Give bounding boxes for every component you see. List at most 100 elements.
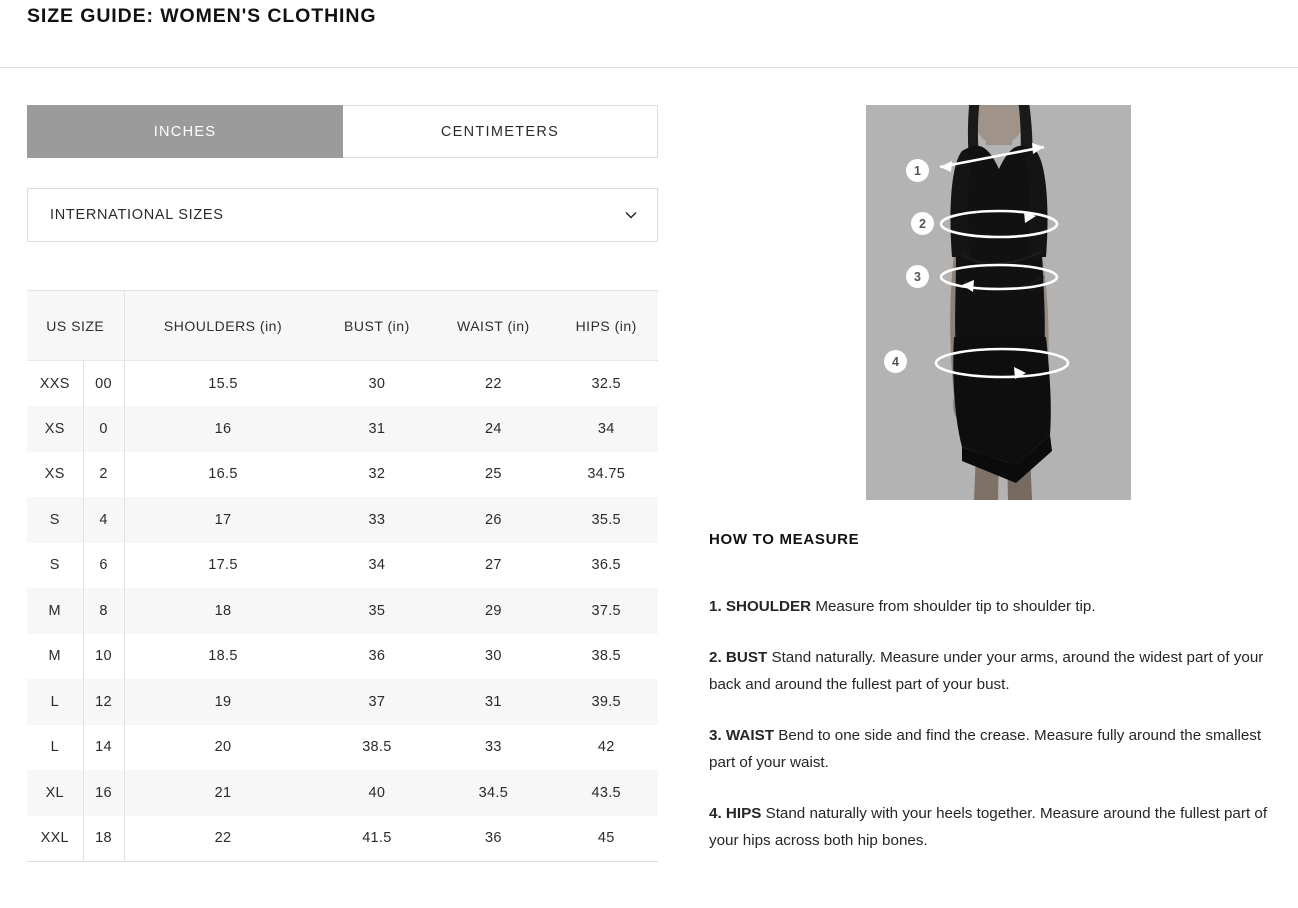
size-letter: XS bbox=[27, 451, 84, 497]
size-letter: M bbox=[27, 633, 84, 679]
size-number: 6 bbox=[83, 542, 125, 588]
cell-shoulders: 16 bbox=[124, 406, 322, 452]
table-body: XXS 00 15.5 30 22 32.5 XS 0 16 31 24 34 XS 2 16.5 32 25 3… bbox=[27, 360, 658, 862]
cell-hips: 45 bbox=[554, 815, 658, 862]
col-header-shoulders: SHOULDERS (in) bbox=[124, 290, 322, 361]
size-letter: XXS bbox=[27, 360, 84, 406]
cell-shoulders: 22 bbox=[124, 815, 322, 862]
measure-badge-bust: 2 bbox=[911, 212, 934, 235]
col-header-waist: WAIST (in) bbox=[432, 290, 555, 361]
how-to-measure-item: 4. HIPS Stand naturally with your heels … bbox=[709, 800, 1277, 854]
size-number: 4 bbox=[83, 497, 125, 543]
size-number: 2 bbox=[83, 451, 125, 497]
table-row: XXS 00 15.5 30 22 32.5 bbox=[27, 360, 658, 406]
col-header-hips: HIPS (in) bbox=[554, 290, 658, 361]
cell-shoulders: 17.5 bbox=[124, 542, 322, 588]
measure-badge-waist: 3 bbox=[906, 265, 929, 288]
cell-waist: 29 bbox=[432, 588, 555, 634]
size-letter: L bbox=[27, 679, 84, 725]
chevron-down-icon bbox=[623, 207, 639, 223]
table-row: M 8 18 35 29 37.5 bbox=[27, 588, 658, 634]
size-number: 10 bbox=[83, 633, 125, 679]
how-to-measure-item-text: Stand naturally. Measure under your arms… bbox=[709, 649, 1264, 694]
title-divider bbox=[0, 67, 1298, 68]
cell-bust: 41.5 bbox=[321, 815, 433, 862]
size-letter: XXL bbox=[27, 815, 84, 862]
cell-waist: 31 bbox=[432, 679, 555, 725]
table-row: S 4 17 33 26 35.5 bbox=[27, 497, 658, 543]
cell-shoulders: 20 bbox=[124, 724, 322, 770]
measure-badge-hips: 4 bbox=[884, 350, 907, 373]
table-row: L 12 19 37 31 39.5 bbox=[27, 679, 658, 725]
cell-shoulders: 19 bbox=[124, 679, 322, 725]
table-header: US SIZE SHOULDERS (in) BUST (in) WAIST (… bbox=[27, 290, 658, 361]
how-to-measure-item-text: Bend to one side and find the crease. Me… bbox=[709, 727, 1262, 772]
table-row: L 14 20 38.5 33 42 bbox=[27, 724, 658, 770]
cell-waist: 26 bbox=[432, 497, 555, 543]
cell-waist: 24 bbox=[432, 406, 555, 452]
page-title: SIZE GUIDE: WOMEN'S CLOTHING bbox=[27, 5, 377, 27]
cell-bust: 40 bbox=[321, 770, 433, 816]
cell-hips: 39.5 bbox=[554, 679, 658, 725]
cell-waist: 34.5 bbox=[432, 770, 555, 816]
cell-waist: 36 bbox=[432, 815, 555, 862]
size-number: 16 bbox=[83, 770, 125, 816]
unit-tabs: INCHES CENTIMETERS bbox=[27, 105, 658, 158]
cell-shoulders: 16.5 bbox=[124, 451, 322, 497]
cell-bust: 30 bbox=[321, 360, 433, 406]
cell-bust: 35 bbox=[321, 588, 433, 634]
cell-shoulders: 17 bbox=[124, 497, 322, 543]
model-illustration bbox=[866, 105, 1131, 500]
how-to-measure-item-text: Stand naturally with your heels together… bbox=[709, 805, 1268, 850]
how-to-measure-title: HOW TO MEASURE bbox=[709, 531, 860, 548]
how-to-measure-list: 1. SHOULDER Measure from shoulder tip to… bbox=[709, 578, 1277, 878]
table-row: XS 0 16 31 24 34 bbox=[27, 406, 658, 452]
table-row: XS 2 16.5 32 25 34.75 bbox=[27, 451, 658, 497]
size-number: 00 bbox=[83, 360, 125, 406]
size-number: 8 bbox=[83, 588, 125, 634]
cell-hips: 35.5 bbox=[554, 497, 658, 543]
table-row: M 10 18.5 36 30 38.5 bbox=[27, 633, 658, 679]
cell-shoulders: 18 bbox=[124, 588, 322, 634]
tab-inches[interactable]: INCHES bbox=[27, 105, 343, 158]
cell-waist: 33 bbox=[432, 724, 555, 770]
cell-bust: 34 bbox=[321, 542, 433, 588]
cell-bust: 33 bbox=[321, 497, 433, 543]
col-header-us-size: US SIZE bbox=[27, 290, 125, 361]
measure-badge-shoulder: 1 bbox=[906, 159, 929, 182]
cell-bust: 36 bbox=[321, 633, 433, 679]
size-system-dropdown[interactable]: INTERNATIONAL SIZES bbox=[27, 188, 658, 242]
cell-hips: 37.5 bbox=[554, 588, 658, 634]
table-row: XL 16 21 40 34.5 43.5 bbox=[27, 770, 658, 816]
cell-waist: 27 bbox=[432, 542, 555, 588]
size-letter: L bbox=[27, 724, 84, 770]
size-chart-table: US SIZE SHOULDERS (in) BUST (in) WAIST (… bbox=[27, 290, 658, 862]
cell-hips: 34 bbox=[554, 406, 658, 452]
cell-shoulders: 21 bbox=[124, 770, 322, 816]
cell-bust: 31 bbox=[321, 406, 433, 452]
cell-bust: 38.5 bbox=[321, 724, 433, 770]
table-row: XXL 18 22 41.5 36 45 bbox=[27, 815, 658, 862]
size-letter: S bbox=[27, 497, 84, 543]
how-to-measure-item-lead: 3. WAIST bbox=[709, 727, 774, 745]
size-letter: M bbox=[27, 588, 84, 634]
size-letter: XS bbox=[27, 406, 84, 452]
tab-centimeters[interactable]: CENTIMETERS bbox=[343, 105, 658, 158]
cell-waist: 22 bbox=[432, 360, 555, 406]
cell-bust: 37 bbox=[321, 679, 433, 725]
how-to-measure-item: 1. SHOULDER Measure from shoulder tip to… bbox=[709, 593, 1277, 620]
cell-bust: 32 bbox=[321, 451, 433, 497]
size-number: 12 bbox=[83, 679, 125, 725]
how-to-measure-item-lead: 1. SHOULDER bbox=[709, 598, 812, 616]
size-letter: S bbox=[27, 542, 84, 588]
size-number: 0 bbox=[83, 406, 125, 452]
size-system-dropdown-value: INTERNATIONAL SIZES bbox=[50, 207, 224, 223]
cell-hips: 32.5 bbox=[554, 360, 658, 406]
cell-hips: 34.75 bbox=[554, 451, 658, 497]
size-letter: XL bbox=[27, 770, 84, 816]
table-header-row: US SIZE SHOULDERS (in) BUST (in) WAIST (… bbox=[27, 290, 658, 361]
size-number: 18 bbox=[83, 815, 125, 862]
cell-waist: 30 bbox=[432, 633, 555, 679]
how-to-measure-item-lead: 4. HIPS bbox=[709, 805, 762, 823]
